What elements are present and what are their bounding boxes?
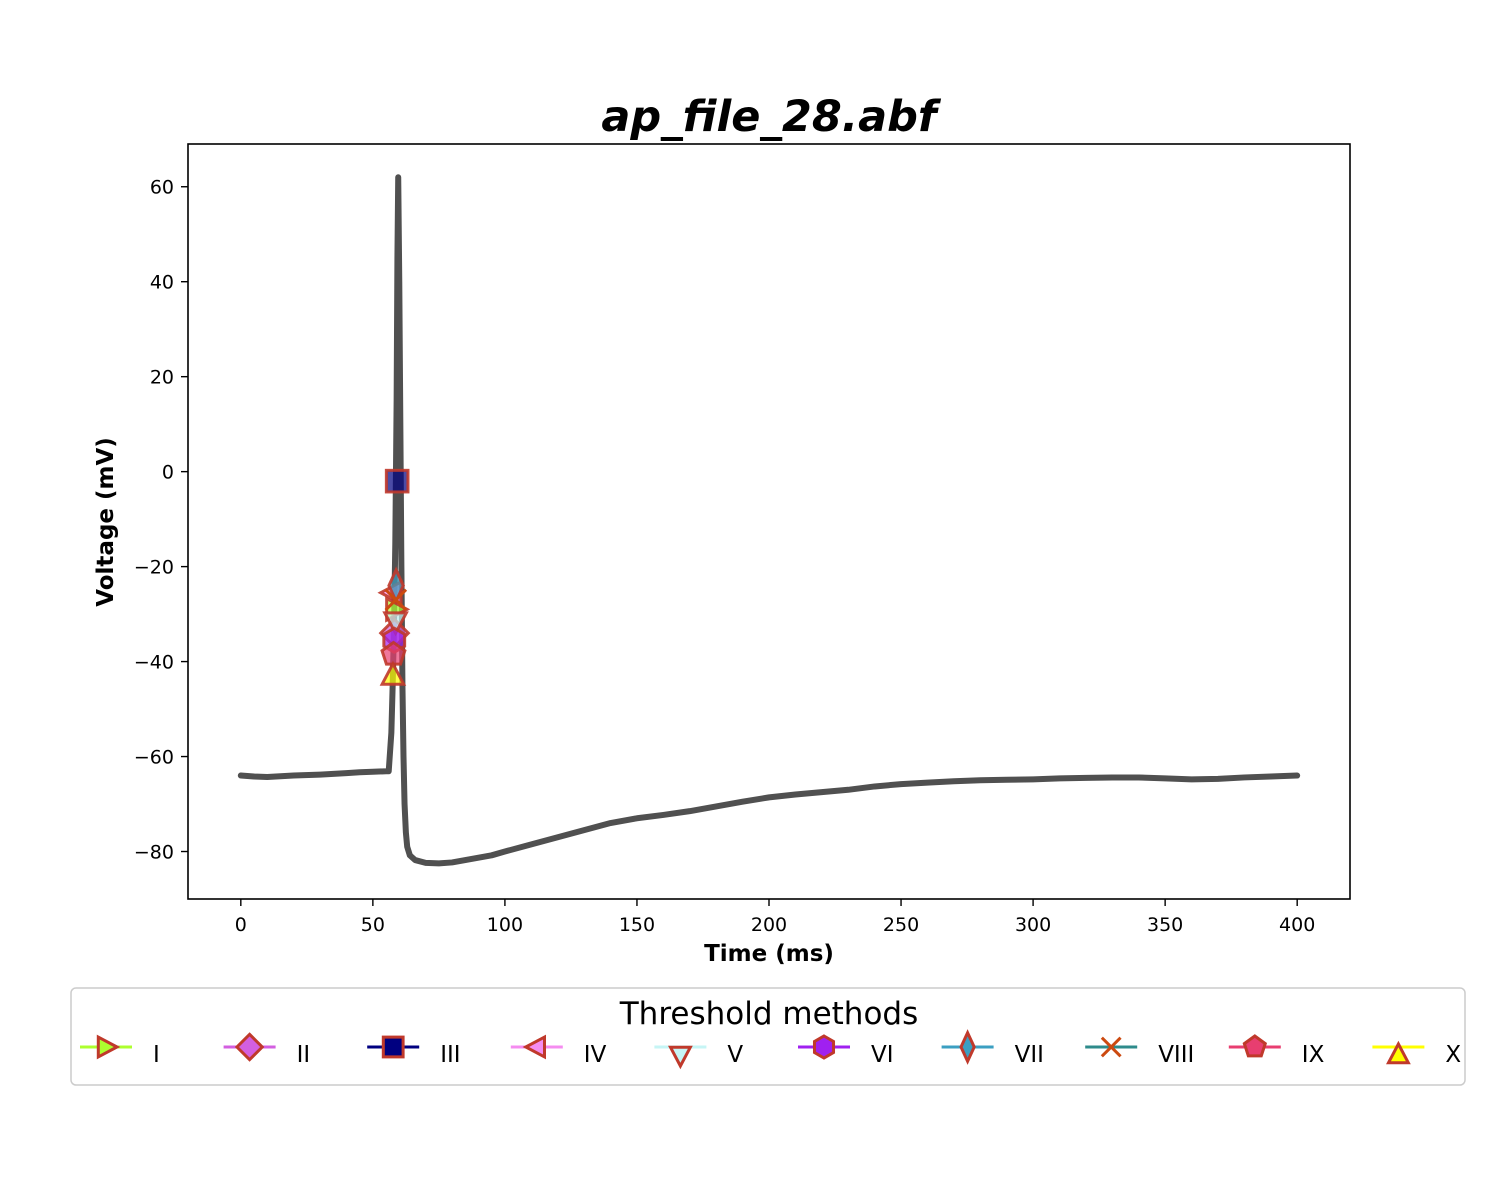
legend-entry-iii: III — [367, 1035, 461, 1068]
x-tick-label: 0 — [235, 914, 247, 936]
y-tick-label: −40 — [134, 652, 174, 674]
x-axis-label: Time (ms) — [704, 941, 834, 967]
x-tick-label: 300 — [1015, 914, 1051, 936]
legend-title: Threshold methods — [619, 996, 919, 1032]
legend-marker — [234, 1032, 265, 1062]
legend-label: IX — [1302, 1042, 1325, 1068]
x-tick-label: 50 — [361, 914, 385, 936]
legend-marker — [668, 1045, 693, 1070]
legend-marker — [381, 1035, 405, 1059]
legend-entry-v: V — [654, 1042, 743, 1070]
legend-entries: I II III IV V VI VII VIII IX X — [80, 1029, 1461, 1070]
legend-entry-viii: VIII — [1085, 1036, 1194, 1068]
y-tick-label: −20 — [134, 557, 174, 579]
legend-marker — [1242, 1034, 1268, 1058]
legend-entry-iv: IV — [510, 1034, 607, 1068]
legend-label: II — [297, 1042, 311, 1068]
legend-entry-ii: II — [223, 1032, 311, 1068]
legend-entry-vii: VII — [941, 1029, 1044, 1068]
legend-marker — [522, 1034, 546, 1060]
legend: Threshold methods I II III IV V VI VII VIII IX X — [70, 987, 1466, 1086]
legend-marker — [96, 1034, 121, 1060]
threshold-marker-v — [382, 611, 409, 637]
x-tick-label: 400 — [1279, 914, 1315, 936]
y-tick-label: −60 — [134, 747, 174, 769]
legend-label: VII — [1015, 1042, 1044, 1068]
voltage-trace — [237, 174, 1301, 867]
threshold-marker-x — [379, 660, 407, 686]
legend-entry-vi: VI — [798, 1034, 894, 1068]
legend-label: V — [727, 1042, 743, 1068]
legend-frame — [70, 987, 1466, 1086]
y-tick-label: 60 — [150, 177, 174, 199]
legend-label: IV — [584, 1042, 607, 1068]
x-tick-label: 100 — [487, 914, 523, 936]
legend-entry-i: I — [80, 1034, 160, 1068]
y-tick-label: 0 — [162, 462, 174, 484]
legend-marker — [812, 1034, 836, 1060]
chart-title: ap_file_28.abf — [601, 92, 942, 142]
legend-label: X — [1445, 1042, 1461, 1068]
legend-label: I — [153, 1042, 160, 1068]
y-tick-label: −80 — [134, 842, 174, 864]
plot-area: 0 50 100 150 200 250 300 350 400 −80 −60 −40 −20 0 20 4… — [134, 143, 1351, 936]
legend-entry-ix: IX — [1228, 1034, 1325, 1068]
x-tick-label: 150 — [619, 914, 655, 936]
x-tick-label: 350 — [1147, 914, 1183, 936]
legend-label: VIII — [1158, 1042, 1194, 1068]
legend-label: III — [440, 1042, 460, 1068]
legend-marker — [1386, 1040, 1411, 1065]
legend-entry-x: X — [1372, 1040, 1461, 1068]
y-tick-label: 20 — [150, 367, 174, 389]
y-tick-label: 40 — [150, 272, 174, 294]
legend-marker — [1100, 1036, 1122, 1058]
threshold-marker-viii — [384, 588, 408, 612]
threshold-marker-iii — [384, 468, 410, 494]
y-axis-label: Voltage (mV) — [93, 437, 119, 607]
x-tick-label: 200 — [751, 914, 787, 936]
legend-marker — [959, 1029, 976, 1065]
legend-label: VI — [871, 1042, 894, 1068]
x-tick-label: 250 — [883, 914, 919, 936]
